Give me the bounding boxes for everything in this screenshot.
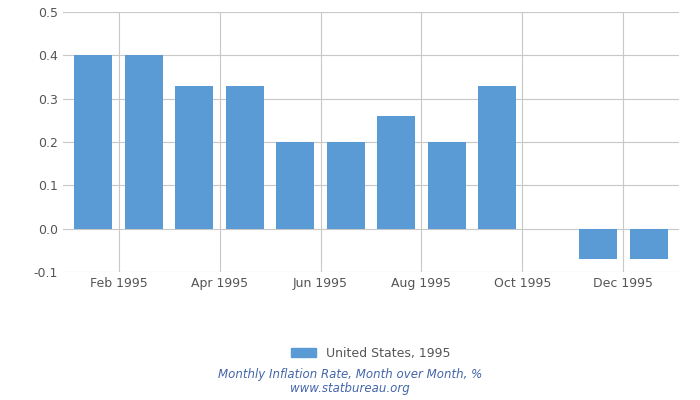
Bar <box>276 142 314 229</box>
Legend: United States, 1995: United States, 1995 <box>286 342 456 364</box>
Bar <box>478 86 516 229</box>
Bar <box>630 229 668 259</box>
Text: Monthly Inflation Rate, Month over Month, %: Monthly Inflation Rate, Month over Month… <box>218 368 482 381</box>
Bar <box>226 86 264 229</box>
Bar <box>175 86 214 229</box>
Bar <box>74 55 112 229</box>
Bar <box>580 229 617 259</box>
Bar <box>125 55 162 229</box>
Bar <box>428 142 466 229</box>
Text: www.statbureau.org: www.statbureau.org <box>290 382 410 395</box>
Bar <box>327 142 365 229</box>
Bar <box>377 116 415 229</box>
